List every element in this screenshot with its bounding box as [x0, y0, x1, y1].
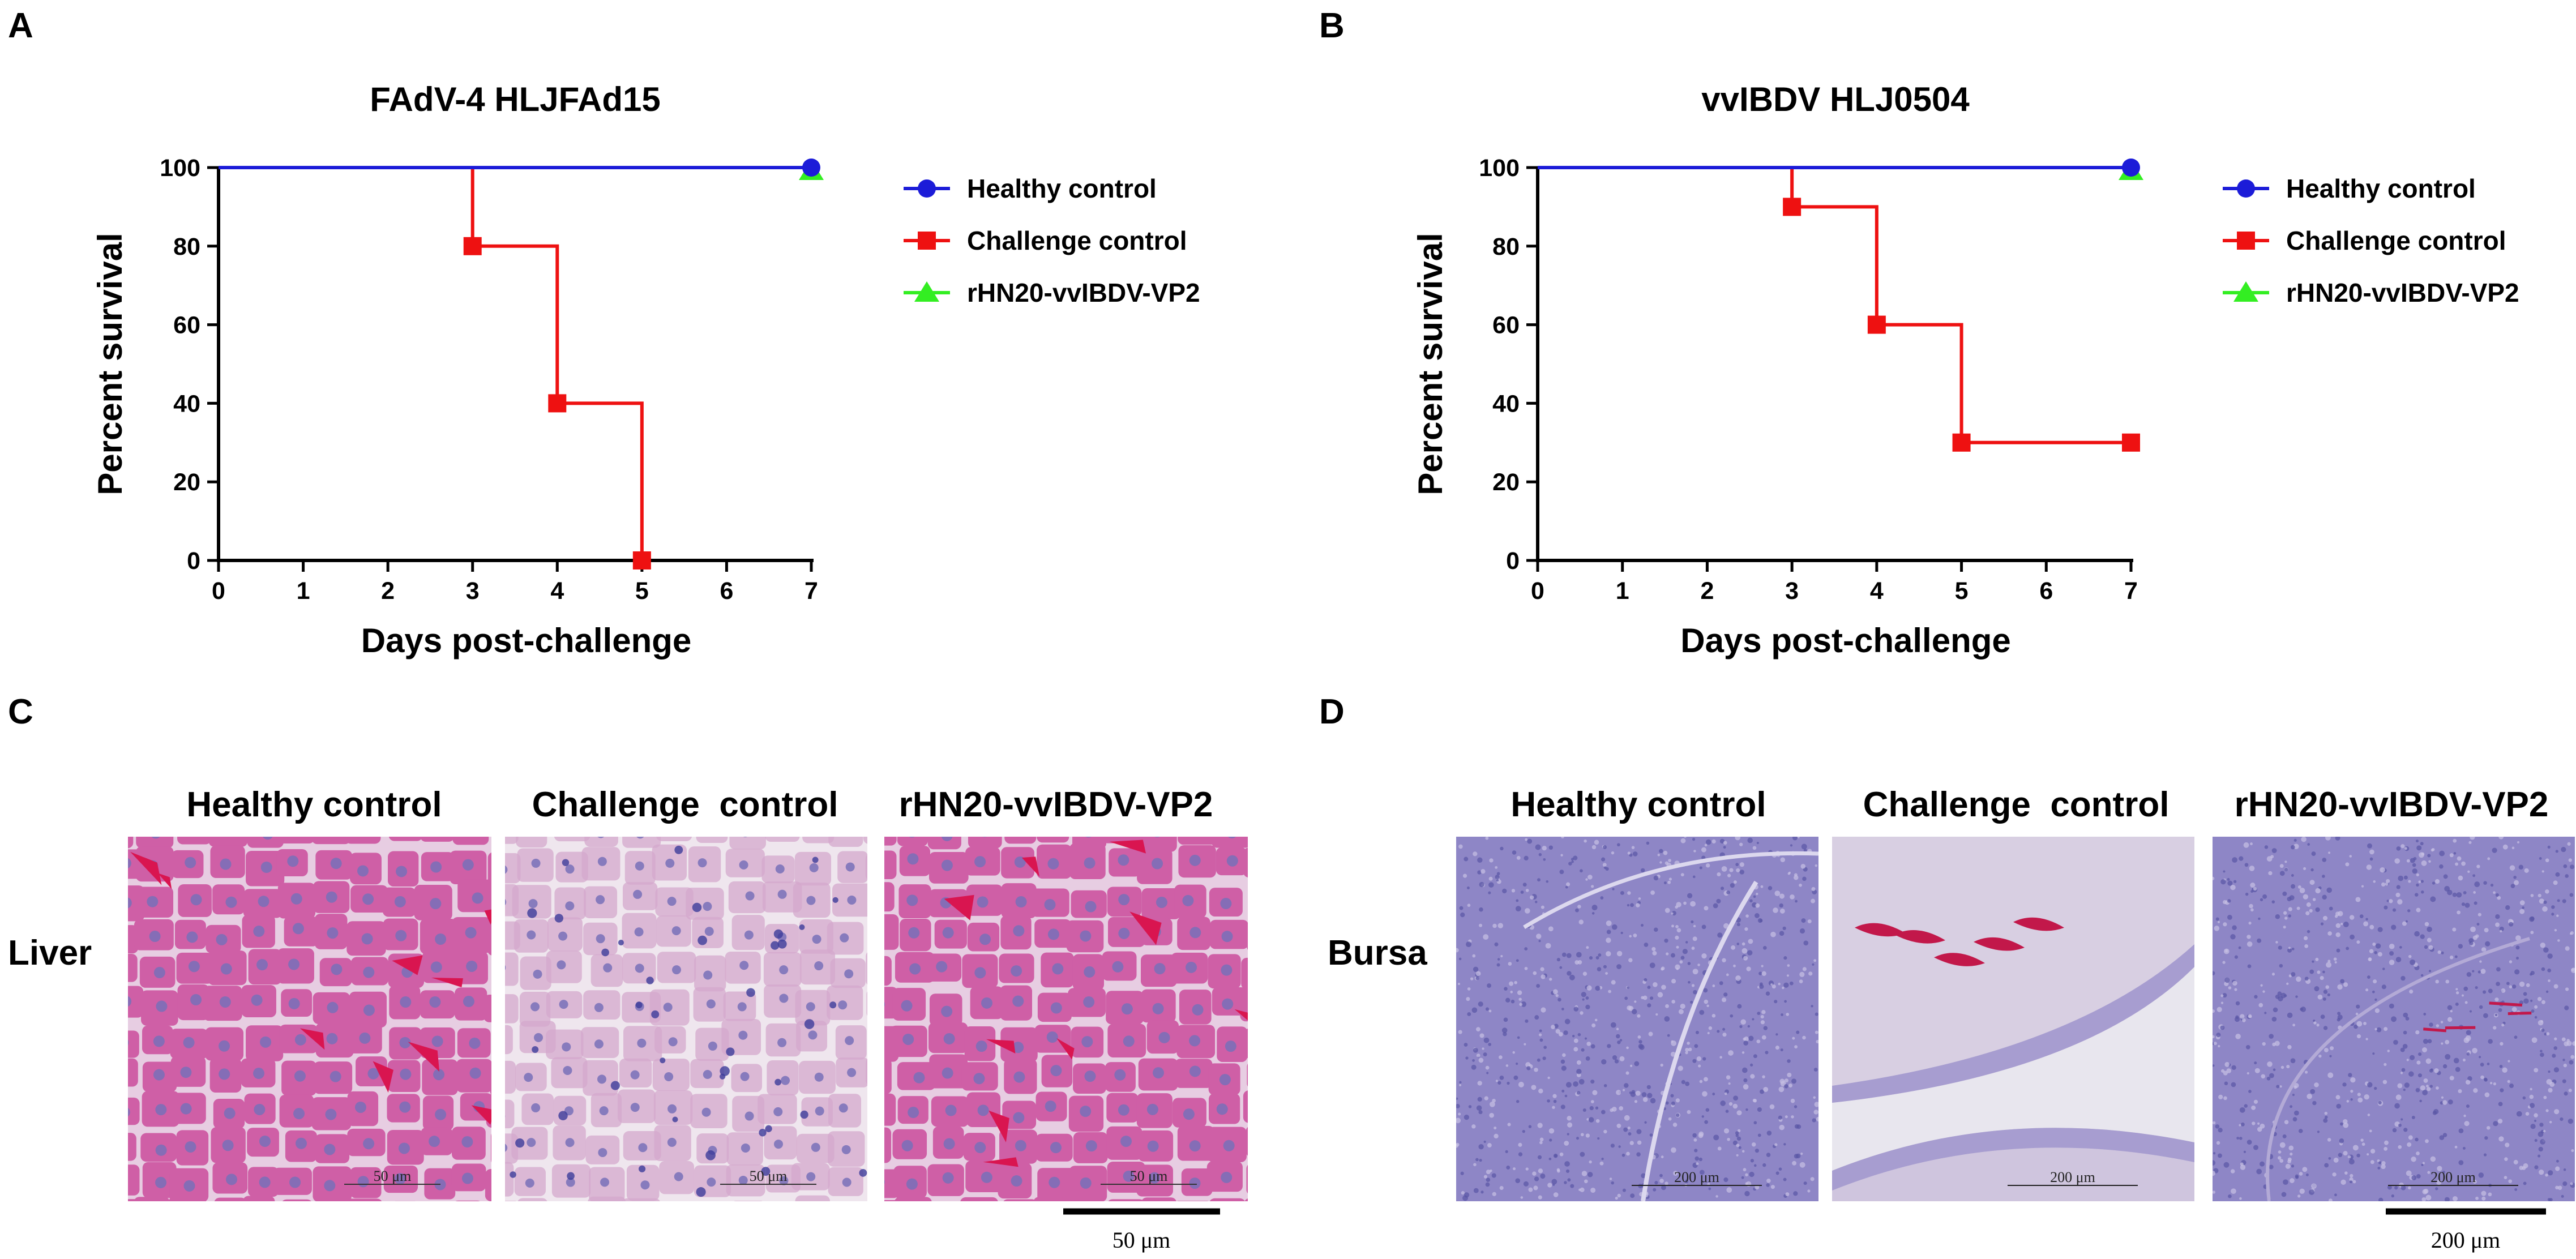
liver-column-header-vaccine: rHN20-vvIBDV-VP2	[899, 785, 1213, 824]
series-line-a-1	[219, 166, 644, 560]
liver-micrograph-vaccine: 50 μm	[884, 837, 1248, 1201]
x-tick-label-a: 5	[635, 577, 649, 605]
legend-label-a-2: rHN20-vvIBDV-VP2	[967, 278, 1200, 307]
panel-b: B vvIBDV HLJ0504 0 1 2 3 4 5 6 7 0 20 40 60 80 100 Day…	[1319, 6, 2519, 660]
liver-inner-scale-label: 50 μm	[750, 1168, 788, 1184]
x-tick-label-b: 7	[2124, 577, 2138, 605]
liver-row-label: Liver	[8, 933, 92, 973]
x-tick-label-b: 2	[1700, 577, 1714, 605]
panel-letter-a: A	[8, 6, 33, 45]
y-tick-label-a: 100	[160, 155, 200, 182]
series-line-b-1	[1538, 166, 2131, 444]
x-tick-label-a: 6	[720, 577, 733, 605]
panel-a: A FAdV-4 HLJFAd15 0 1 2 3 4 5 6 7 0 20 40 60 80 100 Da…	[8, 6, 1200, 660]
liver-micrograph-healthy: 50 μm	[128, 837, 491, 1201]
y-tick-label-b: 60	[1492, 312, 1520, 339]
legend-marker-b-2	[2233, 281, 2258, 302]
panel-c: C Healthy control Challenge control rHN2…	[8, 692, 1248, 1253]
x-tick-label-b: 4	[1870, 577, 1884, 605]
liver-column-header-challenge: Challenge control	[532, 785, 838, 824]
y-tick-label-b: 80	[1492, 233, 1520, 260]
y-tick-label-a: 80	[173, 233, 200, 260]
data-point-a-s1-0	[463, 237, 482, 255]
panel-letter-c: C	[8, 692, 33, 731]
y-axis-label-a: Percent survival	[91, 233, 129, 495]
legend-label-a-0: Healthy control	[967, 174, 1157, 203]
x-tick-label-a: 3	[466, 577, 480, 605]
data-point-b-s1-2	[1952, 433, 1971, 452]
y-tick-label-a: 60	[173, 312, 200, 339]
bursa-row-label: Bursa	[1328, 933, 1427, 973]
x-tick-label-a: 2	[381, 577, 395, 605]
legend-label-b-2: rHN20-vvIBDV-VP2	[2286, 278, 2519, 307]
liver-inner-scale-label: 50 μm	[374, 1168, 412, 1184]
liver-micrographs: 50 μm 50 μm 50 μm	[128, 837, 1248, 1201]
data-point-a-s0-0	[802, 159, 820, 177]
bursa-micrograph-challenge: 200 μm	[1832, 837, 2194, 1201]
bursa-scale-label: 200 μm	[2431, 1227, 2501, 1253]
y-tick-label-b: 0	[1506, 547, 1520, 575]
x-tick-label-b: 1	[1616, 577, 1629, 605]
data-point-a-s1-2	[632, 551, 651, 569]
bursa-inner-scale-label: 200 μm	[2050, 1169, 2095, 1185]
panel-letter-b: B	[1319, 6, 1345, 45]
y-tick-label-a: 0	[187, 547, 200, 575]
x-tick-label-b: 6	[2039, 577, 2053, 605]
legend-marker-a-2	[914, 281, 939, 302]
x-tick-label-a: 7	[805, 577, 818, 605]
y-tick-label-a: 40	[173, 390, 200, 417]
x-tick-label-a: 4	[550, 577, 564, 605]
legend-label-b-0: Healthy control	[2286, 174, 2476, 203]
x-tick-label-b: 3	[1785, 577, 1799, 605]
legend-marker-b-0	[2237, 179, 2255, 198]
legend-marker-a-0	[918, 179, 936, 198]
bursa-micrograph-healthy: 200 μm	[1456, 837, 1818, 1201]
bursa-column-header-challenge: Challenge control	[1863, 785, 2170, 824]
bursa-micrographs: 200 μm 200 μm 200 μm	[1456, 837, 2575, 1201]
x-tick-label-a: 0	[212, 577, 225, 605]
x-tick-label-b: 5	[1955, 577, 1969, 605]
bursa-column-header-healthy: Healthy control	[1510, 785, 1766, 824]
chart-title-a: FAdV-4 HLJFAd15	[370, 80, 660, 118]
bursa-column-header-vaccine: rHN20-vvIBDV-VP2	[2235, 785, 2549, 824]
panel-d: D Healthy control Challenge control rHN2…	[1319, 692, 2575, 1253]
bursa-inner-scale-label: 200 μm	[2430, 1169, 2476, 1185]
data-point-b-s1-0	[1783, 198, 1802, 216]
liver-scale-label: 50 μm	[1112, 1227, 1171, 1253]
x-axis-label-b: Days post-challenge	[1680, 622, 2011, 660]
x-tick-label-b: 0	[1531, 577, 1544, 605]
y-tick-label-b: 20	[1492, 469, 1520, 496]
x-axis-label-a: Days post-challenge	[361, 622, 692, 660]
y-tick-label-b: 100	[1479, 155, 1520, 182]
bursa-inner-scale-label: 200 μm	[1674, 1169, 1719, 1185]
y-axis-label-b: Percent survival	[1411, 233, 1449, 495]
y-tick-label-a: 20	[173, 469, 200, 496]
y-tick-label-b: 40	[1492, 390, 1520, 417]
legend-marker-a-1	[918, 232, 936, 250]
liver-micrograph-challenge: 50 μm	[505, 837, 867, 1201]
legend-label-a-1: Challenge control	[967, 226, 1187, 255]
panel-letter-d: D	[1319, 692, 1345, 731]
data-point-b-s1-1	[1867, 315, 1886, 334]
liver-inner-scale-label: 50 μm	[1130, 1168, 1168, 1184]
data-point-a-s1-1	[548, 394, 567, 413]
liver-column-header-healthy: Healthy control	[186, 785, 442, 824]
bursa-micrograph-vaccine: 200 μm	[2213, 837, 2575, 1201]
legend-label-b-1: Challenge control	[2286, 226, 2506, 255]
legend-marker-b-1	[2237, 232, 2255, 250]
data-point-b-s0-0	[2122, 159, 2140, 177]
data-point-b-s1-3	[2122, 433, 2140, 452]
x-tick-label-a: 1	[297, 577, 310, 605]
chart-title-b: vvIBDV HLJ0504	[1701, 80, 1970, 118]
